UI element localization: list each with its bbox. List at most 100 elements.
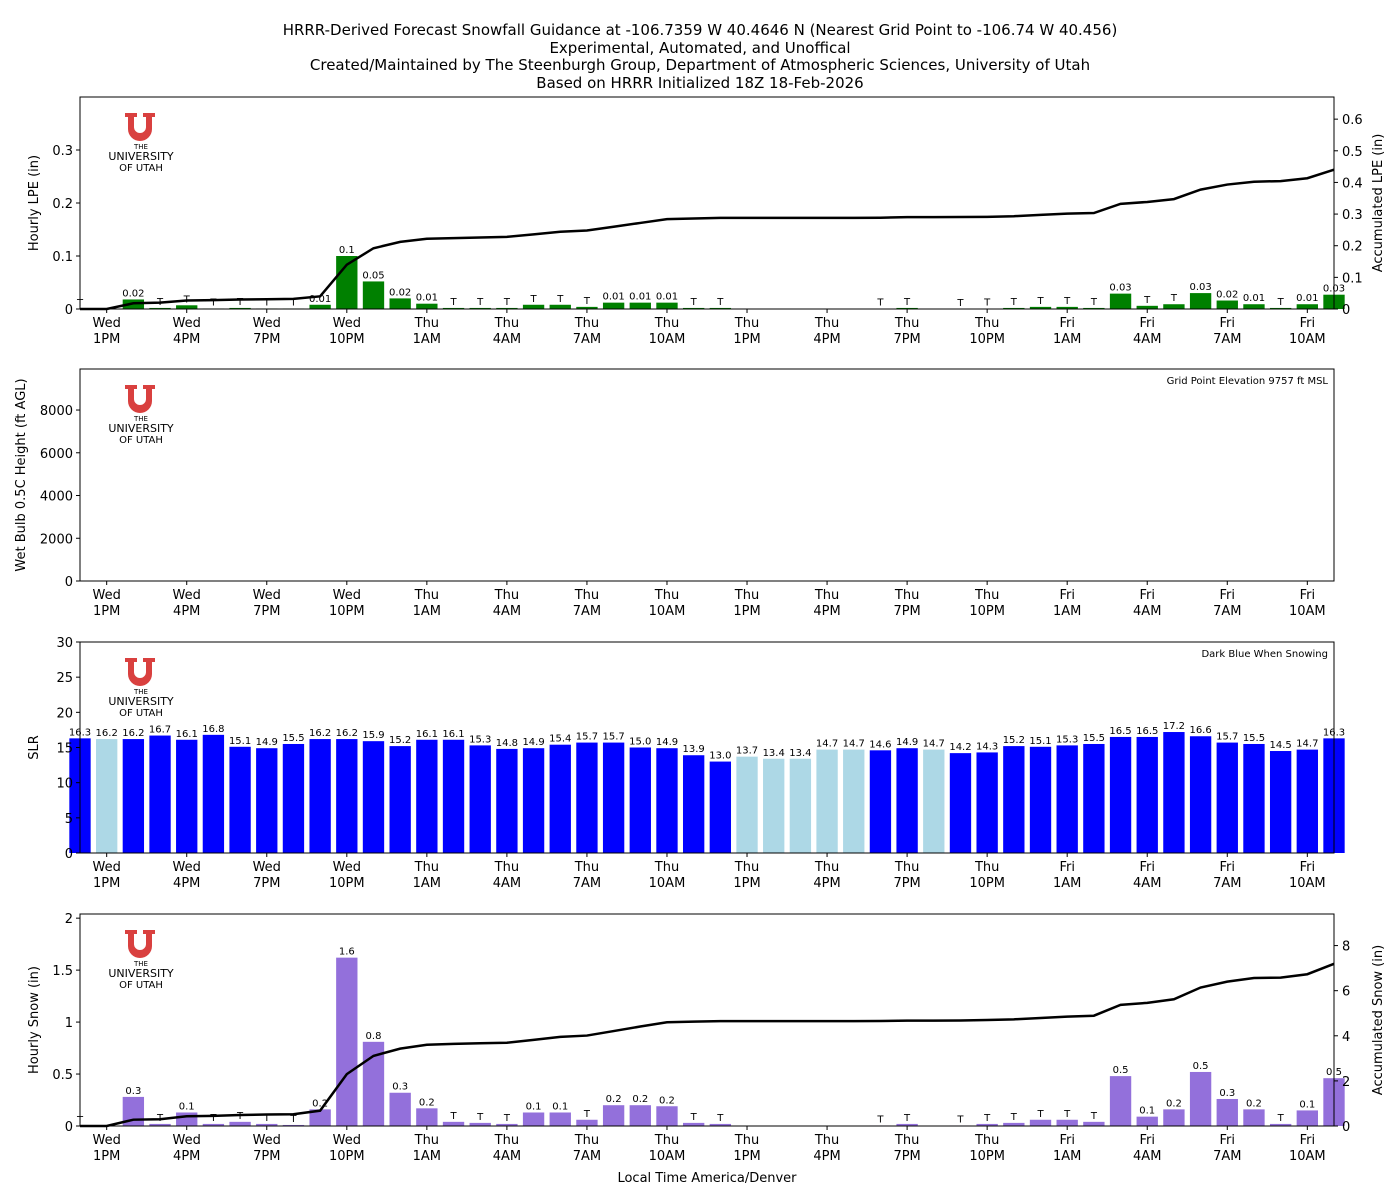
bar-label: 14.9 — [656, 737, 678, 748]
bar — [469, 745, 491, 853]
bar — [256, 748, 278, 853]
bar — [1216, 300, 1238, 309]
y-tick-label: 30 — [56, 636, 73, 651]
x-tick-label: 7AM — [1213, 876, 1241, 891]
bar-label: 14.5 — [1270, 740, 1292, 751]
x-tick-label: 4AM — [493, 604, 521, 619]
x-tick-label: Fri — [1220, 316, 1236, 331]
bar — [1216, 1098, 1238, 1126]
bar-label: 16.8 — [202, 724, 224, 735]
bar-label: 0.05 — [362, 270, 384, 281]
bar-label: T — [236, 297, 244, 308]
x-tick-label: 4PM — [813, 876, 840, 891]
x-tick-label: Thu — [494, 860, 519, 875]
bar-label: 15.1 — [1029, 736, 1051, 747]
bar-label: T — [1090, 297, 1098, 308]
bar — [176, 739, 198, 853]
x-tick-label: Thu — [654, 316, 679, 331]
x-tick-label: 4AM — [1133, 876, 1161, 891]
bar — [1136, 1116, 1158, 1126]
bar-label: 15.2 — [389, 735, 411, 746]
bar — [229, 307, 251, 309]
bar-label: 15.2 — [1003, 735, 1025, 746]
x-tick-label: Wed — [333, 1133, 361, 1148]
x-tick-label: 1AM — [1053, 876, 1081, 891]
y-axis-label: SLR — [27, 735, 42, 760]
bar-label: 0.01 — [1296, 293, 1318, 304]
bar — [1296, 1110, 1318, 1126]
bar-label: 13.4 — [789, 748, 811, 759]
bar-label: 14.9 — [522, 737, 544, 748]
x-tick-label: 7AM — [1213, 604, 1241, 619]
x-tick-label: 7PM — [893, 876, 920, 891]
annotation: Grid Point Elevation 9757 ft MSL — [1167, 376, 1329, 387]
bar-label: 0.02 — [122, 288, 144, 299]
bar — [96, 739, 118, 853]
bar — [576, 306, 598, 309]
title-line-4: Based on HRRR Initialized 18Z 18-Feb-202… — [536, 74, 864, 93]
x-tick-label: Thu — [414, 588, 439, 603]
y-tick-label: 0 — [65, 847, 73, 862]
bar-label: 0.1 — [179, 1101, 195, 1112]
accumulated-line — [80, 962, 1335, 1128]
bar — [282, 1124, 305, 1126]
y-tick-label: 25 — [56, 671, 73, 686]
bar — [709, 307, 732, 309]
x-tick-label: 1AM — [1053, 604, 1081, 619]
bar — [1056, 306, 1078, 309]
bar — [149, 307, 171, 309]
x-tick-label: Thu — [894, 1133, 919, 1148]
bar-label: 15.1 — [229, 736, 251, 747]
x-tick-label: Thu — [974, 1133, 999, 1148]
bar — [843, 749, 865, 853]
logo-text: OF UTAH — [119, 980, 163, 991]
bar-label: T — [1010, 297, 1018, 308]
bar — [176, 1112, 198, 1126]
bar-label: 14.6 — [869, 739, 891, 750]
bar — [282, 743, 305, 853]
x-tick-label: 1PM — [93, 604, 120, 619]
bar-label: 17.2 — [1163, 721, 1185, 732]
bar-label: T — [449, 297, 457, 308]
x-tick-label: Wed — [253, 1133, 281, 1148]
bar — [1163, 304, 1185, 309]
y-axis-label: Wet Bulb 0.5C Height (ft AGL) — [14, 378, 29, 571]
x-tick-label: Thu — [814, 588, 839, 603]
bar — [763, 758, 785, 853]
x-tick-label: Fri — [1300, 1133, 1316, 1148]
x-tick-label: Thu — [574, 316, 599, 331]
logo-u-icon — [125, 113, 155, 141]
bar — [416, 1108, 438, 1126]
bar-label: 16.2 — [96, 728, 118, 739]
x-tick-label: Wed — [93, 588, 121, 603]
x-tick-label: 1AM — [1053, 332, 1081, 347]
bar-label: T — [449, 1111, 457, 1122]
bar-label: T — [690, 1112, 698, 1123]
x-tick-label: Thu — [654, 1133, 679, 1148]
bar — [789, 758, 812, 853]
x-tick-label: Thu — [814, 316, 839, 331]
bar — [469, 307, 491, 309]
bar-label: T — [556, 294, 564, 305]
x-tick-label: Fri — [1139, 1133, 1155, 1148]
y-right-tick-label: 0 — [1342, 303, 1350, 318]
bar — [389, 298, 411, 309]
x-tick-label: Thu — [574, 860, 599, 875]
bar — [362, 281, 385, 309]
x-tick-label: 10AM — [649, 876, 686, 891]
bar-label: T — [236, 1111, 244, 1122]
x-tick-label: 10AM — [1289, 876, 1326, 891]
bar — [1136, 305, 1158, 309]
x-tick-label: 1PM — [733, 1149, 760, 1164]
x-tick-label: 10AM — [1289, 332, 1326, 347]
x-tick-label: Thu — [414, 1133, 439, 1148]
x-tick-label: 7AM — [573, 876, 601, 891]
bar — [1189, 1071, 1212, 1126]
bar-label: 0.1 — [552, 1101, 568, 1112]
x-tick-label: 1PM — [93, 876, 120, 891]
bar — [923, 749, 945, 853]
bar-label: T — [1090, 1111, 1098, 1122]
bar-label: 13.4 — [763, 748, 785, 759]
bar-label: 0.2 — [1166, 1098, 1182, 1109]
